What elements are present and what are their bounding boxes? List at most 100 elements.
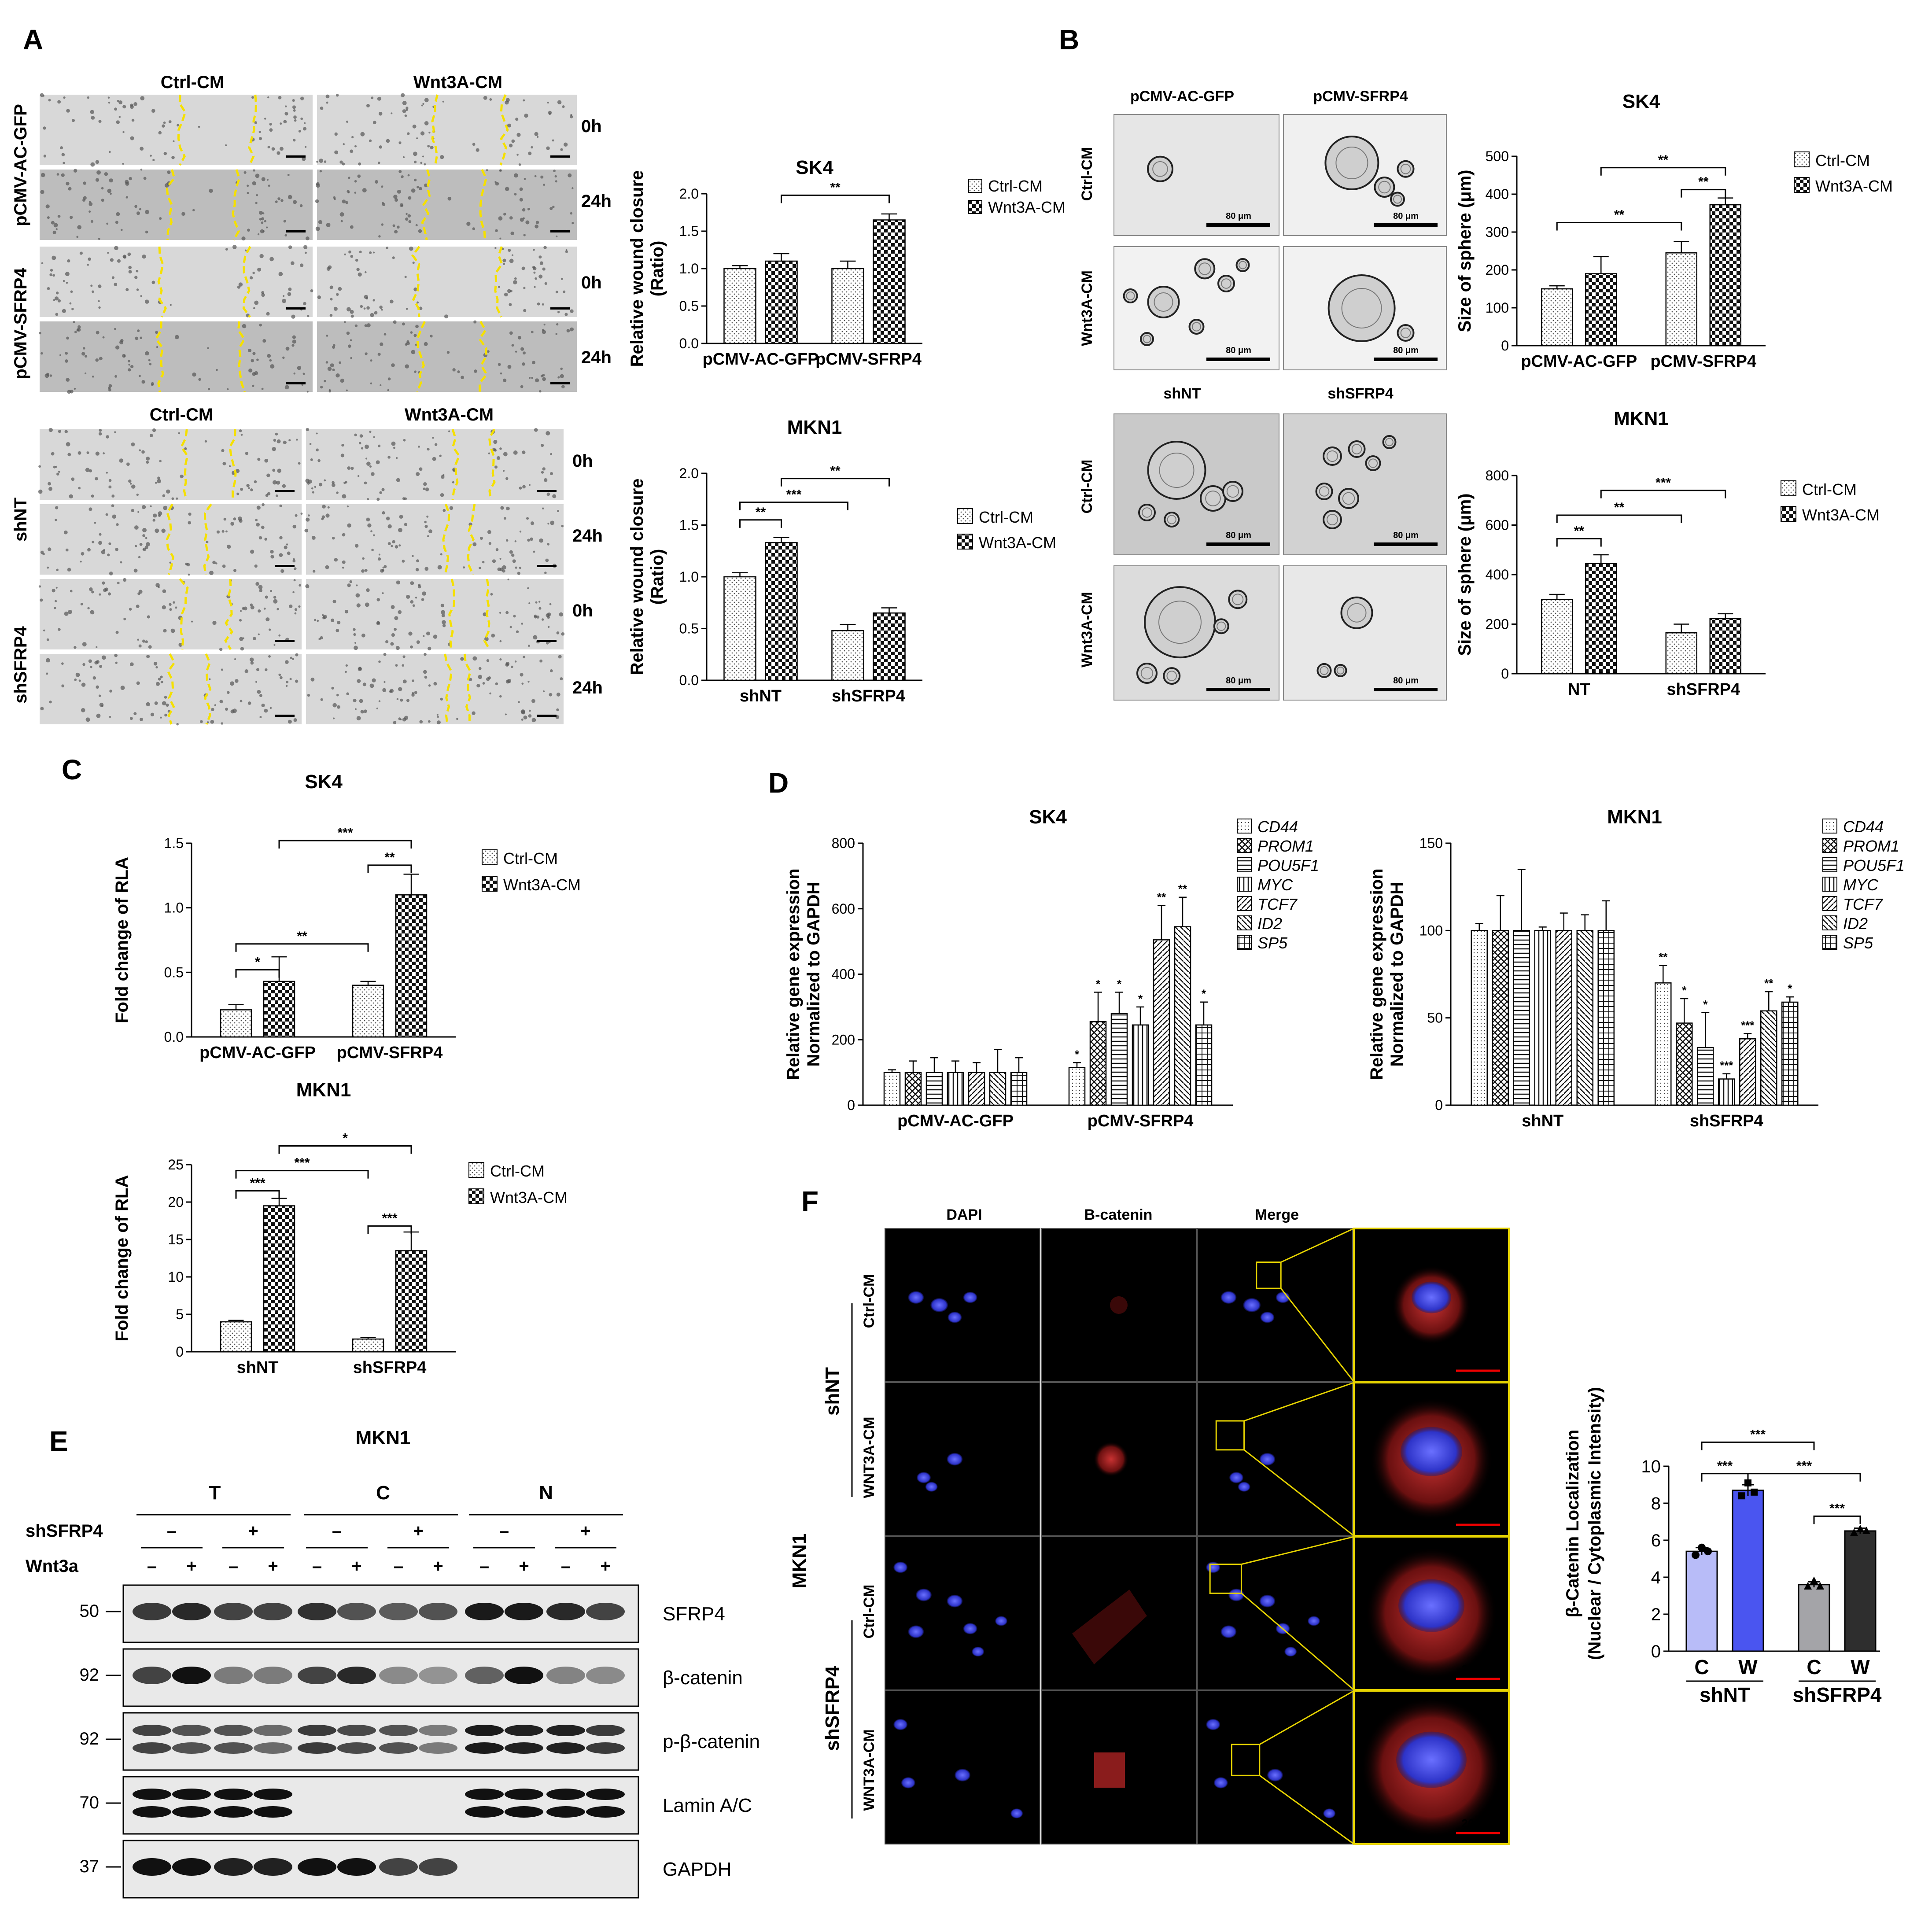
blot-band xyxy=(419,1603,457,1620)
y-tick-label: 2 xyxy=(1651,1605,1661,1624)
data-point xyxy=(1804,1582,1812,1590)
blot-band xyxy=(133,1603,171,1620)
micrograph xyxy=(317,95,577,165)
chart-title: MKN1 xyxy=(1614,408,1669,429)
bar xyxy=(947,1072,964,1106)
scale-bar xyxy=(1374,688,1438,691)
legend-entry: PROM1 xyxy=(1843,837,1899,855)
molecular-weight: 37 xyxy=(80,1857,100,1876)
legend-entry: Ctrl-CM xyxy=(503,849,558,867)
y-tick-label: 200 xyxy=(832,1032,855,1048)
nucleus xyxy=(1260,1312,1275,1323)
significance-bracket xyxy=(1681,189,1726,198)
micrograph xyxy=(306,579,564,649)
chart-F_quant: 0 2 4 6 8 10 β-Catenin Localization (Nuclear / … xyxy=(1563,1387,1882,1706)
bar xyxy=(1576,930,1593,1106)
significance-label: ** xyxy=(1658,153,1669,167)
blot-band xyxy=(298,1725,336,1736)
legend-entry: ID2 xyxy=(1843,915,1868,933)
legend-swatch xyxy=(1822,915,1837,930)
y-tick-label: 50 xyxy=(1427,1010,1443,1026)
significance-label: *** xyxy=(382,1211,397,1225)
wnt3a-sign: – xyxy=(229,1557,238,1576)
significance-bracket xyxy=(739,502,848,510)
bar xyxy=(1739,1038,1756,1106)
scale-bar xyxy=(1374,542,1438,546)
y-tick-label: 500 xyxy=(1486,148,1509,164)
chart-A_MKN1: MKN1 0.0 0.5 1.0 1.5 2.0 Relative wound closur… xyxy=(627,417,1056,705)
wound-edge xyxy=(157,246,167,317)
micrograph xyxy=(40,247,313,317)
dapi-image xyxy=(885,1536,1040,1690)
significance-star: * xyxy=(1138,992,1143,1005)
significance-star: * xyxy=(1703,998,1708,1011)
bar xyxy=(1541,599,1573,675)
wound-edge xyxy=(483,579,491,650)
wound-edge xyxy=(488,428,496,500)
scale-bar-label: 20 μm xyxy=(1461,1663,1494,1676)
bar xyxy=(873,612,906,681)
row-label: shNT xyxy=(11,498,30,542)
scale-bar-label: 80 μm xyxy=(1226,676,1251,686)
nucleus xyxy=(893,1719,908,1730)
micrograph xyxy=(317,247,577,317)
col-label: Ctrl-CM xyxy=(161,73,224,92)
scale-bar xyxy=(1206,223,1270,227)
significance-bracket xyxy=(235,1190,280,1199)
legend-swatch xyxy=(1237,896,1252,911)
significance-bracket xyxy=(1600,490,1726,498)
nucleus xyxy=(1229,1472,1243,1483)
shsfrp4-sign: – xyxy=(167,1521,177,1541)
bar xyxy=(1492,930,1509,1106)
sphere xyxy=(1228,590,1248,609)
nucleus xyxy=(948,1312,962,1323)
panel-f-confocal: DAPI B-catenin Merge MKN1 shNT shSFRP4 C… xyxy=(789,1206,1510,1845)
wound-edge xyxy=(166,169,176,240)
scale-bar-label: 80 μm xyxy=(1393,346,1419,355)
blot-band xyxy=(172,1742,211,1754)
y-tick-label: 10 xyxy=(168,1269,184,1285)
nucleus xyxy=(955,1769,970,1782)
x-tick-label: shNT xyxy=(237,1358,279,1377)
time-label: 24h xyxy=(581,192,612,211)
significance-bracket xyxy=(1813,1515,1861,1524)
bar xyxy=(1798,1584,1830,1652)
bar xyxy=(1709,204,1741,347)
y-axis-label: Relative gene expression xyxy=(784,868,803,1080)
nucleus xyxy=(1243,1298,1261,1312)
legend-swatch xyxy=(968,179,982,193)
protein-name: SFRP4 xyxy=(663,1603,725,1625)
significance-bracket xyxy=(1747,1473,1861,1482)
nucleus xyxy=(925,1482,938,1492)
data-point xyxy=(1810,1576,1818,1584)
significance-label: ** xyxy=(297,929,307,944)
wnt3a-sign: – xyxy=(147,1557,157,1576)
blot-title: MKN1 xyxy=(356,1427,411,1449)
panel-label-b: B xyxy=(1059,24,1079,55)
sphere xyxy=(1348,440,1366,458)
y-tick-label: 25 xyxy=(168,1157,184,1173)
x-tick-label: pCMV-AC-GFP xyxy=(1521,352,1637,371)
col-label: pCMV-SFRP4 xyxy=(1313,88,1408,105)
micrograph xyxy=(40,504,302,575)
bar xyxy=(723,576,756,681)
scale-bar-label: 80 μm xyxy=(1226,531,1251,540)
blot-band xyxy=(172,1789,211,1800)
legend-swatch xyxy=(482,876,498,892)
chart-C_SK4: SK4 0.0 0.5 1.0 1.5 Fold change of RLA pCMV-AC… xyxy=(112,771,581,1062)
significance-label: *** xyxy=(1829,1501,1845,1516)
legend-entry: CD44 xyxy=(1843,818,1884,836)
blot-band xyxy=(214,1858,253,1876)
wound-edge xyxy=(237,321,246,392)
data-point xyxy=(1856,1524,1864,1532)
nucleus xyxy=(1396,1731,1467,1788)
time-label: 0h xyxy=(581,273,602,292)
scale-bar-label: 80 μm xyxy=(1393,211,1419,221)
nucleus xyxy=(1401,1427,1462,1476)
data-point xyxy=(1704,1547,1712,1556)
wound-edge xyxy=(448,579,455,650)
legend-entry: Wnt3A-CM xyxy=(490,1188,568,1206)
sphere xyxy=(1327,274,1396,342)
nucleus xyxy=(1220,1625,1237,1638)
blot-band xyxy=(298,1667,336,1684)
